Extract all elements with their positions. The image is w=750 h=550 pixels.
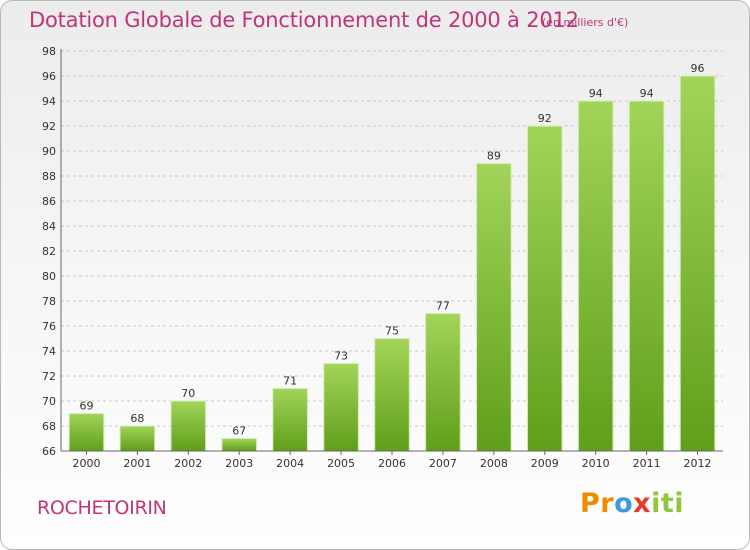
bar-value-label: 68 [130, 412, 144, 425]
x-tick-label: 2009 [531, 457, 559, 470]
bar-value-label: 71 [283, 375, 297, 388]
y-tick-label: 66 [42, 445, 56, 458]
x-tick-label: 2003 [225, 457, 253, 470]
x-tick-label: 2012 [684, 457, 712, 470]
y-tick-label: 88 [42, 170, 56, 183]
bar-2011 [628, 100, 665, 452]
y-tick-label: 84 [42, 220, 56, 233]
y-tick-label: 72 [42, 370, 56, 383]
bar-2008 [476, 163, 512, 452]
bar-2000 [68, 413, 105, 452]
x-tick-label: 2000 [72, 457, 100, 470]
x-tick-label: 2010 [582, 457, 610, 470]
chart-title: Dotation Globale de Fonctionnement de 20… [29, 8, 579, 32]
bar-value-label: 67 [232, 425, 246, 438]
logo-part: x [633, 488, 652, 519]
y-tick-label: 76 [42, 320, 56, 333]
bar-2006 [374, 338, 410, 452]
y-tick-label: 78 [42, 295, 56, 308]
chart-subtitle: (en milliers d'€) [542, 16, 629, 29]
y-tick-label: 96 [42, 70, 56, 83]
bar-2009 [526, 125, 563, 452]
bars: 69 68 70 67 71 73 75 77 89 92 94 94 96 [68, 62, 716, 452]
logo-part: o [614, 488, 634, 519]
y-tick-label: 80 [42, 270, 56, 283]
bar-value-label: 89 [487, 150, 501, 163]
bar-value-label: 73 [334, 350, 348, 363]
bar-value-label: 92 [538, 112, 552, 125]
bar-value-label: 96 [691, 62, 705, 75]
bar-2012 [679, 75, 716, 452]
logo-part: Pr [580, 488, 615, 519]
bar-value-label: 94 [640, 87, 654, 100]
bar-2003 [221, 438, 258, 452]
y-tick-label: 68 [42, 420, 56, 433]
bar-value-label: 75 [385, 325, 399, 338]
logo-part: iti [651, 488, 685, 519]
proxiti-logo[interactable]: Proxiti [580, 488, 684, 519]
bar-2007 [425, 313, 461, 452]
bar-value-label: 69 [79, 400, 93, 413]
x-tick-label: 2007 [429, 457, 457, 470]
x-tick-label: 2011 [633, 457, 661, 470]
bar-2010 [577, 100, 614, 452]
y-tick-label: 86 [42, 195, 56, 208]
bar-value-label: 77 [436, 300, 450, 313]
bar-2005 [323, 363, 359, 452]
y-tick-label: 94 [42, 95, 56, 108]
x-tick-label: 2008 [480, 457, 508, 470]
x-tick-label: 2002 [174, 457, 202, 470]
x-tick-label: 2005 [327, 457, 355, 470]
bar-2001 [119, 425, 156, 452]
bar-value-label: 94 [589, 87, 603, 100]
y-tick-label: 70 [42, 395, 56, 408]
y-tick-label: 92 [42, 120, 56, 133]
y-tick-label: 82 [42, 245, 56, 258]
y-tick-label: 98 [42, 45, 56, 58]
y-tick-label: 74 [42, 345, 56, 358]
bar-value-label: 70 [181, 387, 195, 400]
axes: 66 68 70 72 74 76 78 80 82 84 86 88 90 92 94 96 98 2000 20… [42, 45, 723, 470]
x-tick-label: 2006 [378, 457, 406, 470]
x-tick-label: 2001 [123, 457, 151, 470]
x-tick-label: 2004 [276, 457, 304, 470]
municipality-name: ROCHETOIRIN [37, 497, 167, 519]
bar-2002 [170, 400, 207, 452]
y-tick-label: 90 [42, 145, 56, 158]
bar-2004 [272, 388, 308, 452]
